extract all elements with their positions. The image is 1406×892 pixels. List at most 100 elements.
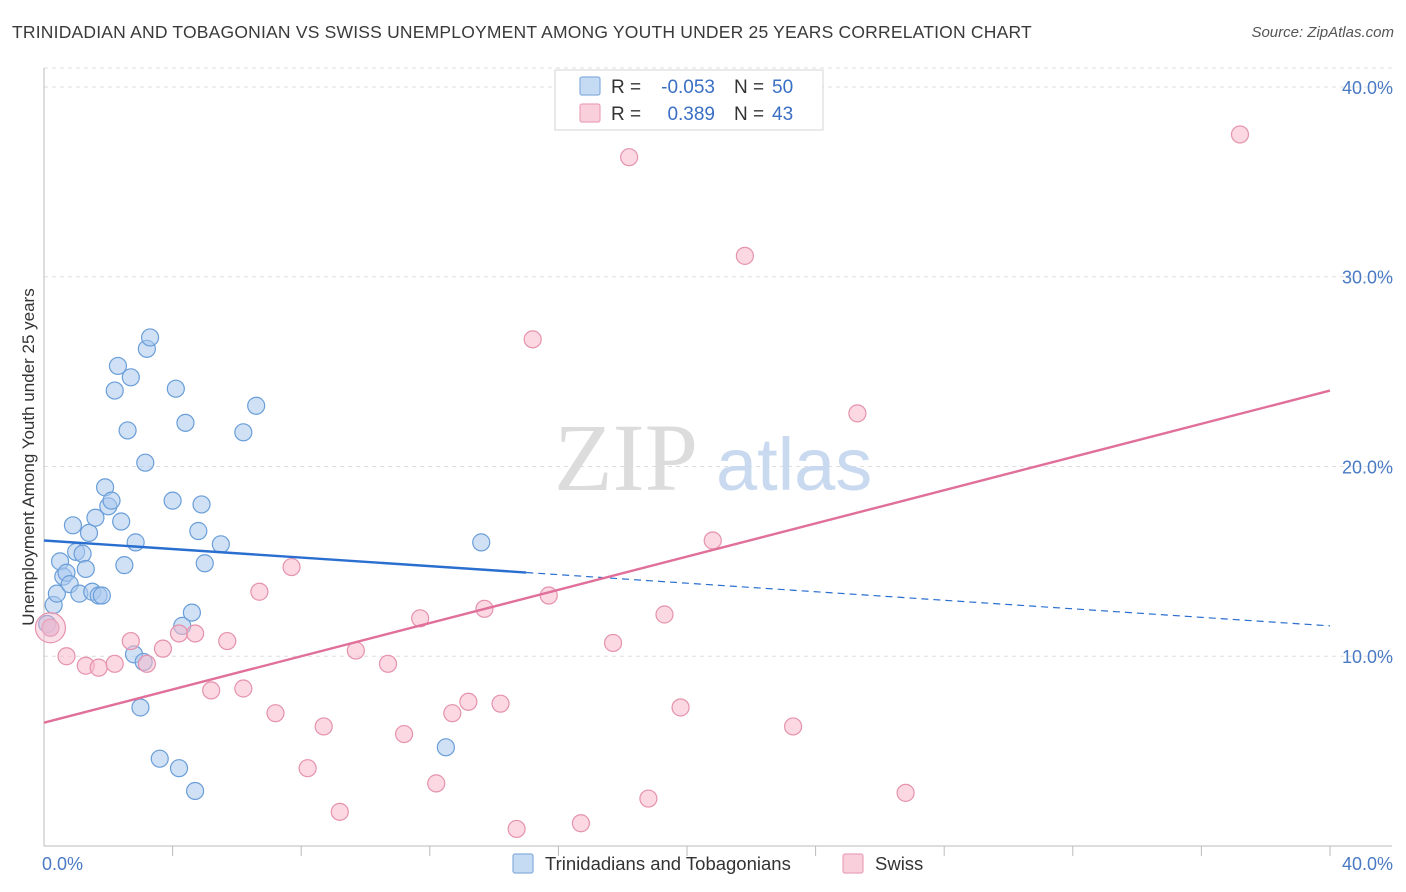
swiss-point-42 bbox=[1230, 125, 1250, 144]
trinidadians-point-31 bbox=[136, 453, 155, 472]
trinidadians-point-37 bbox=[169, 759, 189, 778]
trendline-solid-1 bbox=[43, 389, 1331, 724]
swiss-point-12 bbox=[234, 679, 253, 698]
trinidadians-point-45 bbox=[211, 535, 230, 554]
bottom-legend-label-swiss: Swiss bbox=[875, 853, 923, 874]
axes bbox=[43, 68, 1392, 847]
legend-n-label-2: N = bbox=[734, 104, 764, 125]
y-tick-label-1: 20.0% bbox=[1342, 457, 1393, 477]
trinidadians-point-33 bbox=[140, 328, 160, 347]
legend-n-value-2: 43 bbox=[772, 104, 793, 125]
chart-title: TRINIDADIAN AND TOBAGONIAN VS SWISS UNEM… bbox=[12, 22, 1032, 42]
swiss-point-10 bbox=[202, 681, 221, 700]
swiss-point-7 bbox=[153, 639, 173, 658]
trinidadians-point-11 bbox=[73, 544, 92, 563]
swiss-point-18 bbox=[330, 802, 349, 821]
trinidadians-point-36 bbox=[166, 379, 185, 398]
bottom-legend-label-trinidadians: Trinidadians and Tobagonians bbox=[545, 853, 791, 874]
trinidadians-point-46 bbox=[234, 423, 253, 442]
swiss-point-22 bbox=[411, 609, 430, 628]
trinidadians-point-25 bbox=[118, 421, 137, 440]
legend-top: R = -0.053 N = 50 R = 0.389 N = 43 bbox=[554, 69, 824, 131]
y-tick-label-2: 30.0% bbox=[1342, 268, 1393, 288]
swiss-point-35 bbox=[655, 605, 674, 624]
trinidadians-point-41 bbox=[186, 781, 205, 801]
trinidadians-point-21 bbox=[105, 381, 124, 400]
legend-r-value-2: 0.389 bbox=[667, 104, 715, 125]
swiss-point-20 bbox=[378, 654, 398, 673]
swiss-point-21 bbox=[394, 724, 414, 744]
swiss-point-11 bbox=[218, 631, 237, 651]
swiss-point-15 bbox=[282, 557, 301, 577]
x-tick-label-0: 0.0% bbox=[42, 854, 83, 874]
swiss-point-24 bbox=[443, 704, 462, 723]
trinidadians-point-22 bbox=[108, 356, 128, 376]
swiss-point-14 bbox=[266, 704, 285, 723]
swiss-point-34 bbox=[639, 789, 658, 808]
legend-r-label-2: R = bbox=[611, 104, 641, 125]
trinidadians-point-35 bbox=[163, 491, 182, 510]
swiss-point-0 bbox=[41, 618, 60, 637]
series-trinidadians-points bbox=[38, 328, 491, 801]
trendlines bbox=[43, 389, 1331, 724]
trinidadians-point-20 bbox=[102, 491, 121, 510]
trinidadians-point-23 bbox=[112, 512, 131, 531]
trinidadians-point-39 bbox=[176, 413, 195, 432]
trinidadians-point-28 bbox=[126, 533, 145, 552]
trinidadians-point-12 bbox=[76, 559, 95, 579]
legend-n-label-1: N = bbox=[734, 77, 764, 98]
x-ticks bbox=[172, 846, 1331, 856]
trinidadians-point-24 bbox=[115, 556, 134, 575]
y-tick-labels: 10.0% 20.0% 30.0% 40.0% bbox=[1342, 78, 1393, 667]
trinidadians-point-17 bbox=[92, 586, 111, 605]
swiss-point-41 bbox=[896, 783, 915, 802]
swiss-point-38 bbox=[735, 246, 754, 265]
y-tick-label-0: 10.0% bbox=[1342, 647, 1393, 667]
trinidadians-point-40 bbox=[182, 603, 201, 622]
legend-n-value-1: 50 bbox=[772, 77, 793, 98]
swiss-point-3 bbox=[89, 658, 108, 677]
trendline-dashed-0 bbox=[526, 571, 1331, 627]
watermark: ZIP atlas bbox=[554, 404, 872, 511]
legend-swatch-swiss bbox=[579, 103, 601, 123]
swiss-point-33 bbox=[620, 148, 639, 167]
legend-r-value-1: -0.053 bbox=[661, 77, 715, 98]
trinidadians-point-8 bbox=[63, 516, 83, 535]
bottom-legend-swatch-trinidadians bbox=[512, 853, 534, 874]
swiss-point-28 bbox=[507, 819, 526, 839]
swiss-point-16 bbox=[298, 759, 317, 778]
bottom-legend-swatch-swiss bbox=[842, 853, 864, 874]
trinidadians-point-49 bbox=[472, 533, 491, 552]
trinidadians-point-29 bbox=[131, 698, 150, 717]
legend-bottom: Trinidadians and Tobagonians Swiss bbox=[512, 853, 923, 874]
trinidadians-point-15 bbox=[86, 508, 105, 527]
x-tick-labels: 0.0% 40.0% bbox=[42, 854, 1393, 874]
swiss-point-25 bbox=[459, 692, 478, 711]
swiss-point-29 bbox=[523, 330, 542, 349]
swiss-point-23 bbox=[427, 774, 446, 793]
swiss-point-13 bbox=[250, 582, 269, 601]
swiss-point-27 bbox=[491, 694, 510, 713]
x-tick-label-1: 40.0% bbox=[1342, 854, 1393, 874]
swiss-point-32 bbox=[603, 633, 623, 653]
legend-r-label-1: R = bbox=[611, 77, 641, 98]
swiss-point-36 bbox=[671, 698, 690, 717]
watermark-atlas: atlas bbox=[716, 423, 872, 506]
trinidadians-point-3 bbox=[47, 584, 66, 603]
swiss-point-31 bbox=[571, 814, 591, 833]
y-tick-label-3: 40.0% bbox=[1342, 78, 1393, 98]
swiss-point-17 bbox=[314, 717, 333, 736]
trendline-solid-0 bbox=[43, 539, 527, 574]
trinidadians-point-42 bbox=[189, 521, 208, 541]
swiss-point-4 bbox=[105, 654, 124, 673]
series-swiss-points bbox=[34, 125, 1250, 839]
swiss-point-37 bbox=[703, 531, 722, 550]
watermark-zip: ZIP bbox=[554, 404, 698, 511]
y-axis-title: Unemployment Among Youth under 25 years bbox=[19, 288, 38, 625]
trinidadians-point-43 bbox=[192, 495, 211, 514]
swiss-point-8 bbox=[169, 624, 189, 643]
trinidadians-point-48 bbox=[436, 738, 455, 757]
swiss-point-cluster bbox=[34, 612, 67, 644]
gridlines bbox=[44, 67, 1392, 657]
